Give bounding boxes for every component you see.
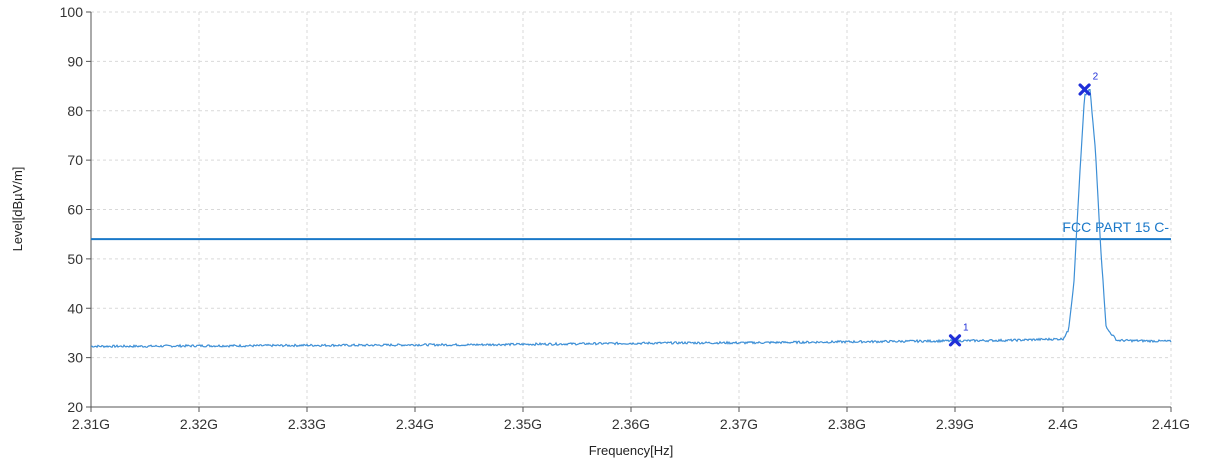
marker-label: 2 bbox=[1093, 72, 1099, 83]
y-tick-label: 90 bbox=[67, 53, 83, 69]
x-tick-label: 2.33G bbox=[288, 416, 326, 432]
y-tick-label: 70 bbox=[67, 152, 83, 168]
marker-x-glyph bbox=[948, 334, 962, 347]
y-tick-label: 50 bbox=[67, 251, 83, 267]
x-tick-label: 2.32G bbox=[180, 416, 218, 432]
series-group bbox=[90, 88, 1172, 349]
marker-1: 1 bbox=[948, 322, 969, 347]
y-tick-label: 60 bbox=[67, 202, 83, 218]
x-tick-label: 2.41G bbox=[1152, 416, 1190, 432]
marker-label: 1 bbox=[963, 322, 969, 333]
marker-2: 2 bbox=[1078, 72, 1099, 96]
tick-labels: 20 30 40 50 60 70 80 90 100 2.31G 2.32G 2.33G 2.34G 2… bbox=[60, 4, 1190, 432]
x-axis-title: Frequency[Hz] bbox=[589, 443, 674, 458]
x-tick-label: 2.4G bbox=[1048, 416, 1078, 432]
x-tick-label: 2.37G bbox=[720, 416, 758, 432]
markers-group: 12 bbox=[948, 72, 1099, 347]
x-tick-label: 2.35G bbox=[504, 416, 542, 432]
marker-x-glyph bbox=[1078, 83, 1091, 96]
y-tick-label: 30 bbox=[67, 350, 83, 366]
x-tick-label: 2.39G bbox=[936, 416, 974, 432]
x-tick-label: 2.34G bbox=[396, 416, 434, 432]
x-tick-label: 2.31G bbox=[72, 416, 110, 432]
y-tick-label: 40 bbox=[67, 300, 83, 316]
y-tick-label: 80 bbox=[67, 103, 83, 119]
x-tick-label: 2.36G bbox=[612, 416, 650, 432]
grid bbox=[91, 11, 1172, 407]
y-tick-label: 100 bbox=[60, 4, 84, 20]
series-line bbox=[90, 88, 1172, 349]
y-tick-label: 20 bbox=[67, 399, 83, 415]
limit-line-label: FCC PART 15 C- bbox=[1062, 219, 1169, 235]
y-axis-title: Level[dBµV/m] bbox=[10, 167, 25, 252]
limit-line-group: FCC PART 15 C- bbox=[91, 219, 1171, 241]
x-tick-label: 2.38G bbox=[828, 416, 866, 432]
